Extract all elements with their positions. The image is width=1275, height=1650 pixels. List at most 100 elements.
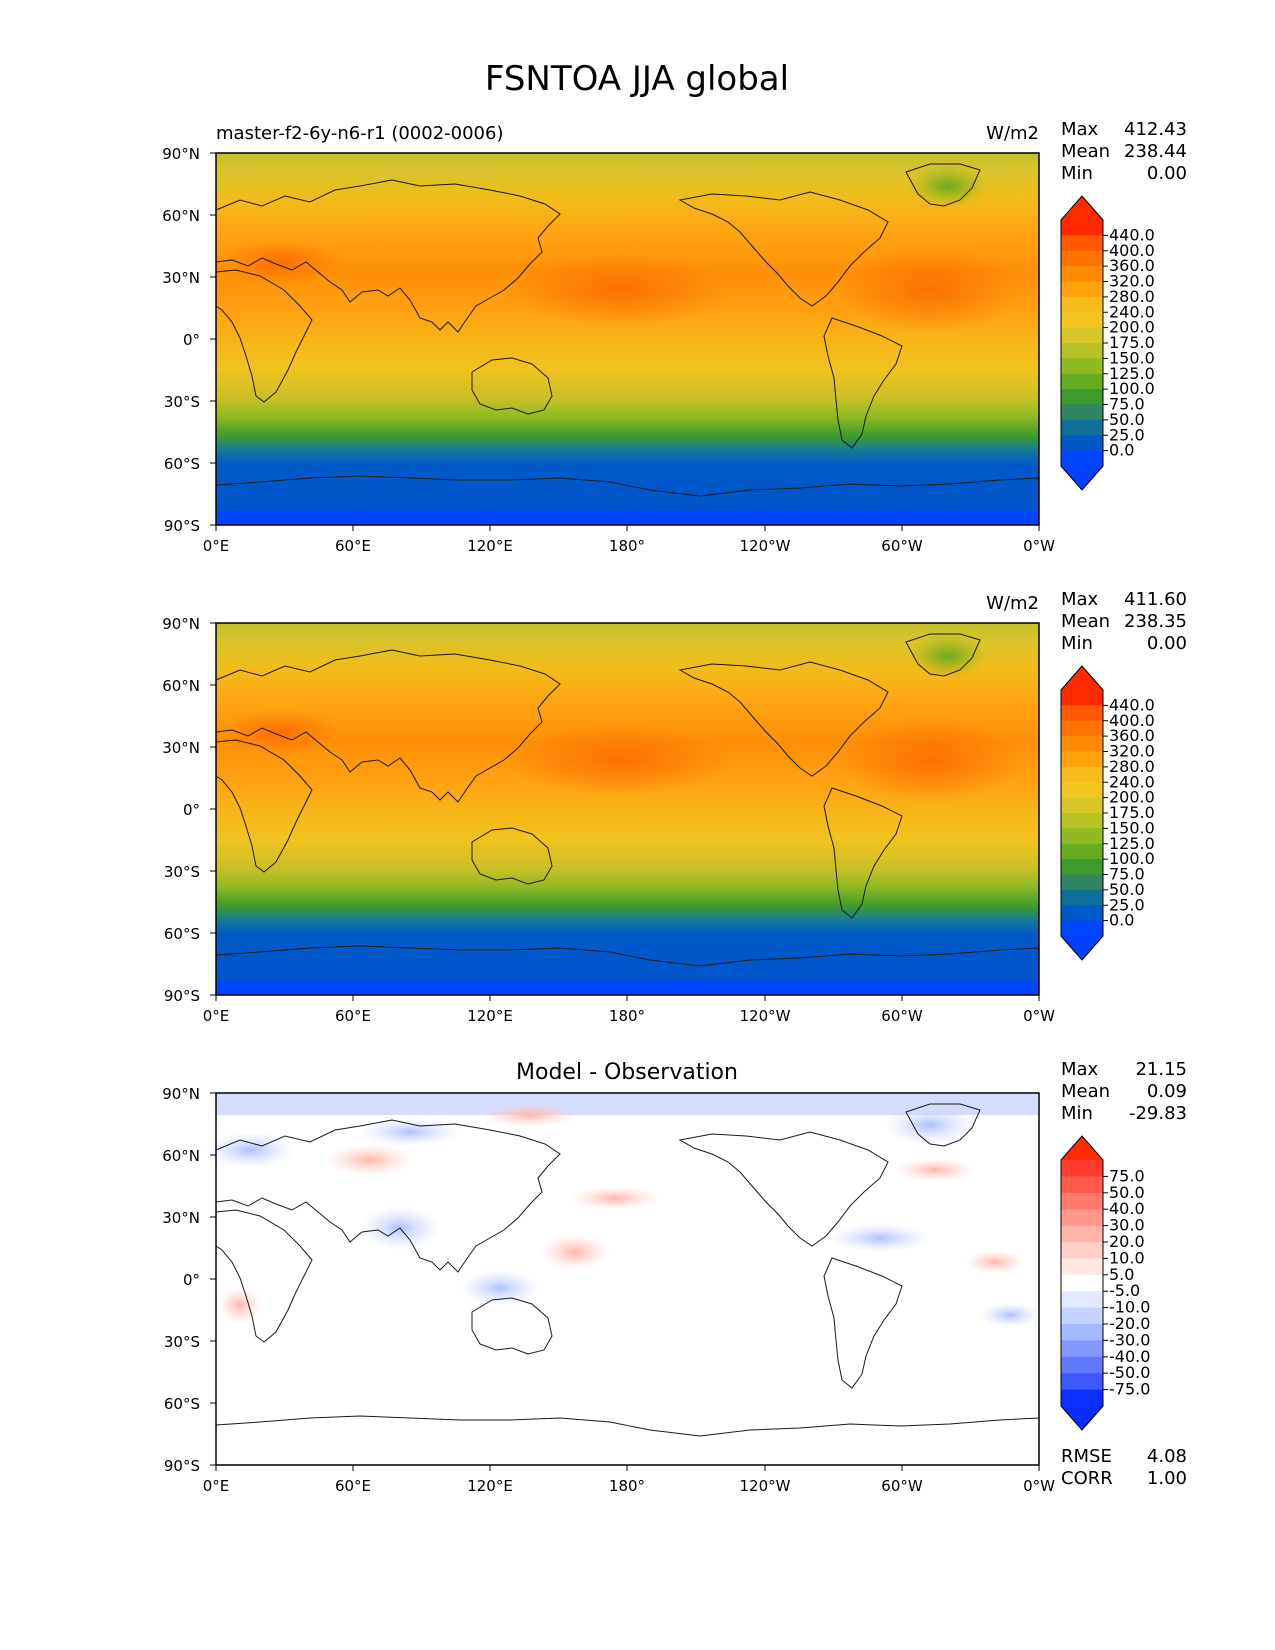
colorbar-tick-label: -50.0 <box>1109 1363 1150 1382</box>
y-tick-label: 0° <box>183 1271 200 1289</box>
y-tick-label: 30°S <box>164 1333 200 1351</box>
y-tick-label: 0° <box>183 331 200 349</box>
colorbar-segment <box>1061 1242 1103 1259</box>
colorbar-tick-label: 280.0 <box>1109 757 1155 776</box>
red-anomaly <box>325 1144 415 1176</box>
stat-label-min: Min <box>1061 1103 1093 1124</box>
colorbar-segment <box>1061 1307 1103 1325</box>
colorbar-tick-label: 0.0 <box>1109 911 1134 930</box>
red-anomaly <box>480 1103 580 1127</box>
coastline-africa <box>215 1209 313 1343</box>
colorbar-extend-bottom <box>1061 936 1103 960</box>
colorbar-segment <box>1061 389 1103 406</box>
stat-value-min: 0.00 <box>1147 633 1187 654</box>
x-tick-label: 120°W <box>740 1477 791 1495</box>
colorbar-segment <box>1061 1356 1103 1374</box>
colorbar-tick-label: 240.0 <box>1109 302 1155 321</box>
coastline-south-america <box>823 317 903 449</box>
stat-value-max: 411.60 <box>1124 589 1187 610</box>
y-tick-label: 60°N <box>162 207 200 225</box>
colorbar-tick-label: 125.0 <box>1109 834 1155 853</box>
panel-left-title: master-f2-6y-n6-r1 (0002-0006) <box>216 123 503 144</box>
y-tick-label: 90°S <box>164 1457 200 1475</box>
colorbar-tick-label: 100.0 <box>1109 849 1155 868</box>
field-shading <box>216 153 1039 525</box>
coastlines <box>215 1103 1040 1437</box>
colorbar-segment <box>1061 1324 1103 1341</box>
map-field <box>216 623 1039 995</box>
red-anomaly <box>218 1287 262 1323</box>
colorbar-segment <box>1061 312 1103 329</box>
units-label: W/m2 <box>986 593 1039 614</box>
colorbar-tick-label: 320.0 <box>1109 272 1155 291</box>
colorbar-tick-label: 240.0 <box>1109 772 1155 791</box>
colorbar-segment <box>1061 720 1103 737</box>
x-tick-label: 0°W <box>1023 1007 1055 1025</box>
panel-reference: W/m2 90°N 60°N <box>162 589 1187 1025</box>
colorbar-tick-label: 400.0 <box>1109 711 1155 730</box>
colorbar: 75.050.040.030.020.010.05.0-5.0-10.0-20.… <box>1060 1135 1150 1431</box>
x-tick-label: 60°W <box>881 1007 923 1025</box>
colorbar-extend-bottom <box>1061 1406 1103 1430</box>
colorbar-tick-label: 150.0 <box>1109 818 1155 837</box>
y-tick-label: 30°N <box>162 1209 200 1227</box>
red-anomaly <box>540 1234 610 1270</box>
stats-block: Max 21.15 Mean 0.09 Min -29.83 <box>1061 1059 1187 1124</box>
field-shading <box>216 623 1039 995</box>
coastline-australia <box>471 357 553 415</box>
figure-title: FSNTOA JJA global <box>485 59 789 99</box>
colorbar-tick-label: 25.0 <box>1109 425 1145 444</box>
bottom-stats-block: RMSE 4.08 CORR 1.00 <box>1061 1446 1187 1489</box>
stat-value-corr: 1.00 <box>1147 1468 1187 1489</box>
colorbar-segment <box>1061 905 1103 922</box>
hotspot-pacific <box>510 255 730 325</box>
colorbar-tick-label: -20.0 <box>1109 1314 1150 1333</box>
colorbar-segment <box>1061 1225 1103 1243</box>
colorbar-segment <box>1061 450 1103 467</box>
hotspot-pacific <box>510 725 730 795</box>
colorbar-tick-label: 75.0 <box>1109 865 1145 884</box>
colorbar-segment <box>1061 358 1103 375</box>
coastline-south-america <box>823 787 903 919</box>
colorbar-segment <box>1061 281 1103 298</box>
coastline-greenland <box>905 163 981 207</box>
colorbar-segment <box>1061 874 1103 891</box>
colorbar-tick-label: 400.0 <box>1109 241 1155 260</box>
colorbar-segment <box>1061 404 1103 421</box>
colorbar-segment <box>1061 690 1103 706</box>
colorbar-tick-label: 280.0 <box>1109 287 1155 306</box>
stat-label-rmse: RMSE <box>1061 1446 1112 1467</box>
colorbar-segment <box>1061 797 1103 814</box>
colorbar-tick-label: 10.0 <box>1109 1248 1145 1267</box>
colorbar-segment <box>1061 782 1103 799</box>
stat-label-max: Max <box>1061 119 1099 140</box>
x-tick-label: 120°E <box>467 1477 513 1495</box>
map-field <box>205 1093 1040 1465</box>
colorbar-segment <box>1061 296 1103 313</box>
colorbar-segment <box>1061 1176 1103 1194</box>
colorbar-tick-label: 75.0 <box>1109 1166 1145 1185</box>
blue-anomaly <box>830 1224 930 1252</box>
coastline-north-america <box>678 191 889 307</box>
colorbar-tick-label: 150.0 <box>1109 348 1155 367</box>
greenland-low <box>908 164 988 208</box>
y-axis: 90°N 60°N 30°N 0° 30°S 60°S 90°S <box>162 615 216 1005</box>
stat-value-mean: 0.09 <box>1147 1081 1187 1102</box>
x-tick-label: 0°W <box>1023 1477 1055 1495</box>
x-axis: 0°E 60°E 120°E 180° 120°W 60°W 0°W <box>203 995 1055 1025</box>
colorbar-segment <box>1061 373 1103 390</box>
units-label: W/m2 <box>986 123 1039 144</box>
colorbar-segment <box>1061 828 1103 845</box>
colorbar-tick-label: 0.0 <box>1109 441 1134 460</box>
stats-block: Max 412.43 Mean 238.44 Min 0.00 <box>1061 119 1187 184</box>
colorbar-segment <box>1061 1160 1103 1177</box>
colorbar-extend-bottom <box>1061 466 1103 490</box>
blue-anomaly <box>360 1118 460 1146</box>
y-tick-label: 90°S <box>164 517 200 535</box>
y-tick-label: 60°S <box>164 455 200 473</box>
colorbar-segment <box>1061 266 1103 283</box>
y-tick-label: 30°N <box>162 269 200 287</box>
colorbar-tick-label: -75.0 <box>1109 1380 1150 1399</box>
y-tick-label: 30°N <box>162 739 200 757</box>
